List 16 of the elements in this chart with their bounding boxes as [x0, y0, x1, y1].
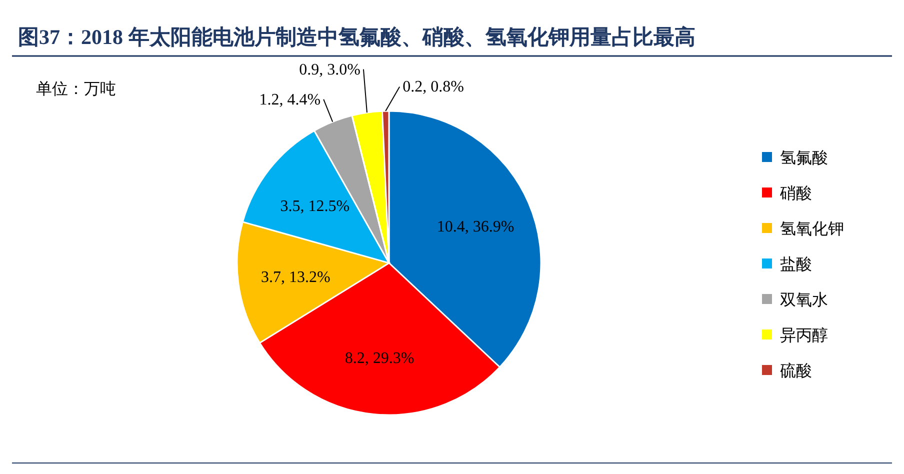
- text: 单位：万吨: [36, 80, 116, 98]
- legend-label: 双氧水: [780, 291, 828, 309]
- data-label: 0.9, 3.0%: [299, 61, 360, 78]
- data-label: 8.2, 29.3%: [344, 350, 414, 367]
- data-label: 10.4, 36.9%: [436, 218, 514, 236]
- legend-label: 异丙醇: [780, 326, 828, 344]
- data-label: 0.2, 0.8%: [402, 78, 464, 96]
- legend-label: 硫酸: [780, 362, 812, 380]
- legend-label: 硝酸: [779, 184, 812, 202]
- chart-title: 图37：2018 年太阳能电池片制造中氢氟酸、硝酸、氢氧化钾用量占比最高: [18, 25, 696, 49]
- legend-label: 氢氧化钾: [780, 221, 844, 238]
- data-label: 1.2, 4.4%: [259, 91, 321, 108]
- data-label: 3.7, 13.2%: [261, 269, 330, 286]
- legend-label: 氢氟酸: [780, 149, 828, 167]
- legend-label: 盐酸: [780, 256, 812, 274]
- data-label: 3.5, 12.5%: [280, 198, 350, 215]
